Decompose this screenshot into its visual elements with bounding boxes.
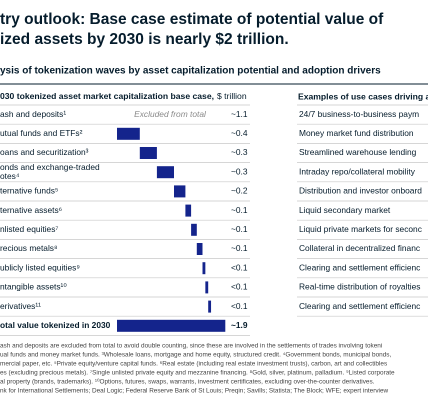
footnote: al property (brands, trademarks). ¹⁰Opti…: [0, 379, 375, 386]
excluded-note: Excluded from total: [134, 109, 207, 119]
use-case: Liquid private markets for seconc: [299, 224, 422, 234]
footnote: es (excluding precious metals). ⁷Single …: [0, 370, 395, 377]
bar: [174, 185, 186, 198]
category-label: nlisted equities⁷: [0, 224, 58, 234]
category-label: recious metals⁸: [0, 243, 58, 253]
value-label: ~0.3: [231, 147, 248, 157]
use-case: Liquid secondary market: [299, 205, 391, 215]
header-text: 030 tokenized asset market capitalizatio…: [0, 91, 214, 101]
use-case: Intraday repo/collateral mobility: [299, 166, 416, 176]
value-label: ~0.1: [231, 224, 248, 234]
footnote: nk for International Settlements; Deal L…: [0, 388, 388, 395]
category-label: ash and deposits¹: [0, 109, 66, 119]
use-case: Collateral in decentralized financ: [299, 243, 420, 253]
value-label: ~0.2: [231, 186, 248, 196]
bar: [196, 243, 203, 255]
bar: [156, 166, 174, 179]
bar: [117, 127, 140, 140]
value-label: ~0.3: [231, 166, 248, 176]
use-case: Streamlined warehouse lending: [299, 147, 417, 157]
use-case: Clearing and settlement efficienc: [299, 301, 420, 311]
bar: [185, 204, 192, 217]
bar: [139, 147, 157, 159]
category-label: utual funds and ETFs²: [0, 128, 83, 138]
value-label: ~0.1: [231, 205, 248, 215]
value-label: ~0.1: [231, 243, 248, 253]
use-case: 24/7 business-to-business paym: [299, 109, 419, 119]
bar: [205, 281, 209, 294]
footnote: ual funds and money market funds. ³Whole…: [0, 352, 391, 359]
footnote: ash and deposits are excluded from total…: [0, 343, 382, 350]
use-case: Real-time distribution of royalties: [299, 282, 421, 292]
value-label: <0.1: [231, 301, 248, 311]
value-label: <0.1: [231, 262, 248, 272]
use-case-header: Examples of use cases driving a: [298, 91, 428, 101]
category-label: ternative funds⁵: [0, 186, 58, 196]
category-label: onds and exchange-traded: [0, 162, 100, 172]
use-case: Money market fund distribution: [299, 128, 414, 138]
total-bar: [117, 319, 226, 332]
category-label: ternative assets⁶: [0, 205, 62, 215]
category-label: ntangible assets¹⁰: [0, 282, 67, 292]
bar: [208, 300, 212, 313]
chart-subtitle: ysis of tokenization waves by asset capi…: [0, 66, 381, 77]
category-label: oans and securitization³: [0, 147, 89, 157]
value-label: ~1.1: [231, 109, 248, 119]
use-case: Distribution and investor onboard: [299, 186, 422, 196]
header: 030 tokenized asset market capitalizatio…: [0, 91, 247, 101]
value-label: <0.1: [231, 282, 248, 292]
use-case: Clearing and settlement efficienc: [299, 262, 420, 272]
chart-title: ized assets by 2030 is nearly $2 trillio…: [0, 31, 289, 48]
category-label: ublicly listed equities⁹: [0, 262, 80, 272]
total-label: otal value tokenized in 2030: [0, 320, 111, 330]
unit: $ trillion: [217, 91, 247, 101]
footnote: mercial paper, etc. ⁵Private equity/vent…: [0, 361, 387, 368]
category-label: erivatives¹¹: [0, 301, 41, 311]
category-label: otes⁴: [0, 171, 20, 181]
chart-title: try outlook: Base case estimate of poten…: [0, 11, 384, 28]
value-label: ~0.4: [231, 128, 248, 138]
bar: [202, 262, 206, 275]
total-value-label: ~1.9: [231, 320, 248, 330]
bar: [191, 223, 197, 236]
